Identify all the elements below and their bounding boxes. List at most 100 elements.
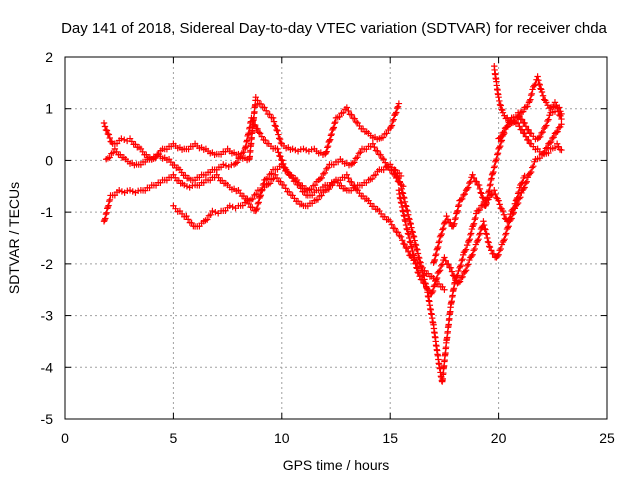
data-point bbox=[412, 260, 419, 268]
data-point bbox=[301, 188, 308, 196]
data-point bbox=[183, 212, 190, 220]
data-point bbox=[412, 241, 420, 249]
data-point bbox=[402, 218, 409, 225]
data-point bbox=[269, 114, 277, 122]
data-point bbox=[558, 146, 565, 154]
data-point bbox=[483, 231, 490, 238]
data-point bbox=[496, 134, 504, 141]
data-point bbox=[398, 185, 405, 193]
data-point bbox=[389, 117, 397, 125]
data-point bbox=[495, 197, 502, 204]
data-point bbox=[184, 216, 192, 223]
data-point bbox=[500, 237, 507, 244]
data-point bbox=[475, 181, 483, 189]
data-point bbox=[469, 223, 476, 230]
data-point bbox=[266, 111, 273, 118]
data-point bbox=[106, 198, 113, 205]
data-point bbox=[478, 190, 485, 197]
data-point bbox=[311, 181, 319, 189]
data-point bbox=[456, 264, 463, 272]
data-point bbox=[323, 148, 330, 155]
data-point bbox=[535, 77, 542, 84]
data-point bbox=[526, 170, 534, 177]
data-point bbox=[492, 157, 500, 164]
data-point bbox=[455, 203, 462, 210]
data-point bbox=[415, 254, 422, 261]
data-point bbox=[256, 130, 264, 137]
data-point bbox=[258, 187, 265, 195]
data-point bbox=[436, 237, 443, 245]
x-tick-label: 10 bbox=[274, 430, 290, 446]
series-track-F bbox=[395, 121, 565, 297]
data-point bbox=[514, 190, 522, 197]
data-point bbox=[388, 221, 395, 228]
data-point bbox=[553, 140, 561, 147]
data-point bbox=[529, 164, 536, 171]
data-point bbox=[495, 251, 502, 258]
data-point bbox=[253, 206, 260, 213]
data-markers bbox=[100, 62, 565, 385]
data-point bbox=[410, 233, 418, 240]
data-point bbox=[387, 218, 394, 225]
data-point bbox=[499, 109, 507, 116]
data-point bbox=[234, 159, 241, 166]
data-point bbox=[485, 239, 492, 246]
data-point bbox=[321, 169, 329, 177]
data-point bbox=[394, 229, 402, 236]
data-point bbox=[274, 127, 281, 134]
data-point bbox=[271, 122, 279, 129]
data-point bbox=[525, 136, 532, 144]
data-point bbox=[500, 211, 508, 218]
data-point bbox=[461, 247, 469, 255]
data-point bbox=[525, 99, 533, 106]
data-point bbox=[418, 267, 426, 274]
data-point bbox=[482, 230, 490, 237]
data-point bbox=[497, 102, 504, 109]
data-point bbox=[470, 174, 478, 182]
data-point bbox=[505, 223, 512, 230]
data-point bbox=[451, 220, 458, 227]
data-point bbox=[451, 216, 459, 223]
data-point bbox=[530, 163, 537, 170]
data-point bbox=[453, 208, 461, 216]
data-point bbox=[458, 257, 465, 264]
data-point bbox=[204, 216, 211, 223]
data-point bbox=[430, 259, 437, 266]
data-point bbox=[547, 138, 555, 146]
data-point bbox=[536, 81, 543, 89]
data-point bbox=[405, 215, 413, 222]
data-point bbox=[105, 131, 113, 138]
data-point bbox=[266, 180, 274, 187]
data-point bbox=[526, 97, 533, 105]
y-tick-label: -4 bbox=[41, 359, 54, 375]
data-point bbox=[329, 125, 337, 132]
data-point bbox=[467, 230, 475, 237]
data-point bbox=[463, 185, 471, 193]
data-point bbox=[418, 263, 425, 270]
data-point bbox=[328, 130, 335, 138]
data-point bbox=[409, 247, 416, 255]
data-point bbox=[406, 219, 414, 227]
data-point bbox=[380, 156, 387, 163]
data-point bbox=[275, 135, 283, 142]
data-point bbox=[479, 194, 486, 201]
data-point bbox=[394, 174, 401, 182]
data-point bbox=[558, 110, 565, 118]
data-point bbox=[471, 216, 478, 223]
data-point bbox=[499, 207, 507, 215]
data-point bbox=[390, 116, 397, 123]
data-point bbox=[399, 237, 406, 244]
data-point bbox=[413, 245, 420, 253]
data-point bbox=[106, 134, 114, 142]
data-point bbox=[542, 123, 549, 131]
data-point bbox=[450, 272, 458, 280]
data-point bbox=[461, 268, 469, 275]
data-point bbox=[388, 122, 396, 129]
data-point bbox=[537, 85, 544, 92]
data-point bbox=[314, 196, 322, 203]
data-point bbox=[410, 252, 418, 259]
data-point bbox=[522, 133, 530, 140]
data-point bbox=[544, 117, 551, 125]
